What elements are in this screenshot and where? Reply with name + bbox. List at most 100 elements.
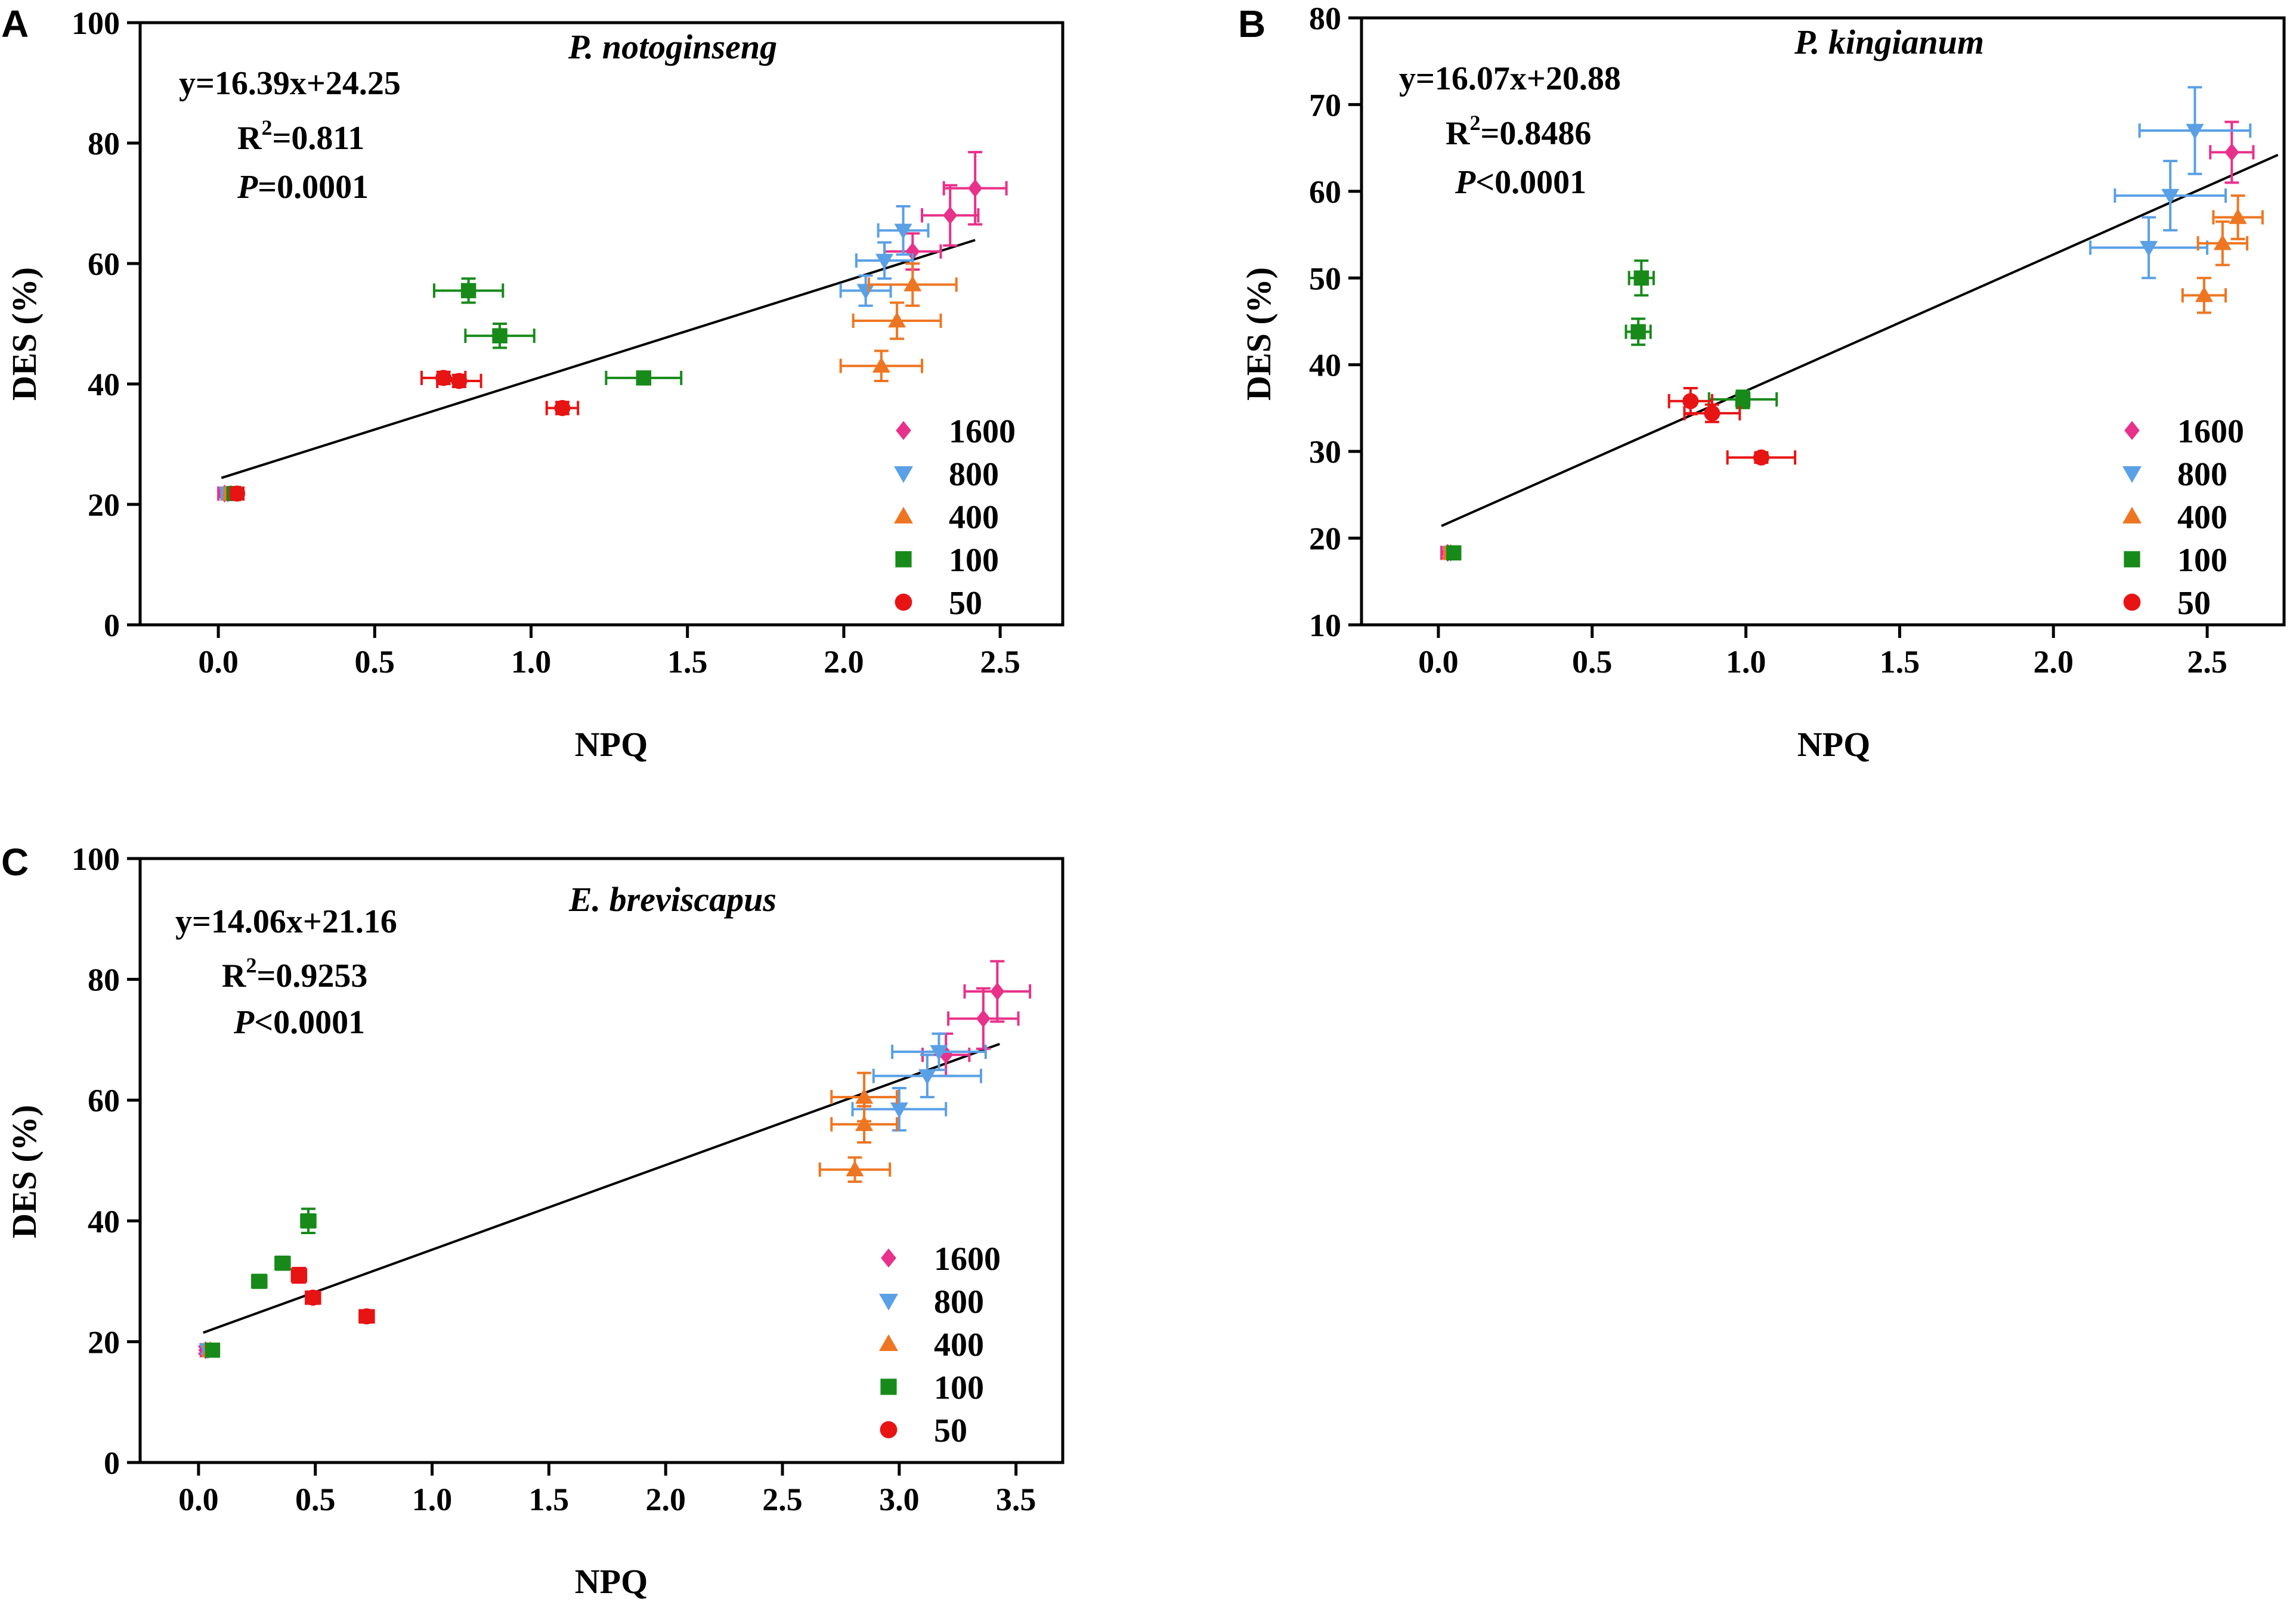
data-point-800	[890, 1102, 908, 1118]
panel-a-r2-value: =0.811	[272, 120, 364, 157]
data-point-800	[918, 1069, 936, 1085]
panel-c-ylabel: DES (%)	[5, 1105, 44, 1238]
panel-b-xlabel: NPQ	[1797, 725, 1870, 764]
panel-c-legend: 1600 800 400 100 50	[879, 1241, 1001, 1449]
data-point-400	[2195, 286, 2213, 302]
panel-b-series-400	[1441, 194, 2264, 560]
panel-a-plot: 0.0 0.5 1.0 1.5 2.0 2.5 0 20 40 60 80 100 1600 800 400…	[72, 5, 1065, 680]
data-point-100	[492, 328, 508, 343]
panel-b-series-800	[1441, 86, 2252, 562]
data-point-1600	[905, 242, 920, 261]
data-point-100	[1633, 270, 1650, 286]
panel-letter-b: B	[1238, 2, 1265, 45]
panel-b-ytick-label: 70	[1309, 87, 1341, 123]
panel-a-title: P. notoginseng	[568, 27, 777, 66]
data-point-100	[205, 1342, 221, 1358]
panel-a-xlabel: NPQ	[575, 725, 648, 764]
legend-label-400: 400	[2177, 499, 2227, 536]
panel-b-ytick-label: 80	[1309, 1, 1341, 36]
panel-a-series-400	[222, 262, 958, 501]
data-point-400	[855, 1088, 874, 1104]
panel-b-xtick-label: 2.5	[2187, 644, 2227, 680]
legend-marker-100	[2124, 551, 2140, 568]
data-point-400	[872, 357, 890, 373]
legend-label-100: 100	[934, 1369, 984, 1406]
panel-c-r2-sup: 2	[246, 953, 256, 977]
data-point-50	[1682, 393, 1699, 410]
panel-b-xtick-label: 0.5	[1572, 644, 1613, 680]
legend-marker-50	[895, 593, 912, 611]
data-point-1600	[976, 1009, 991, 1028]
panel-c-p: P<0.0001	[233, 1004, 365, 1041]
panel-b-plot: 0.0 0.5 1.0 1.5 2.0 2.5 10 20 30 40 50 60 70 80 1600 80…	[1309, 1, 2286, 680]
data-point-100	[251, 1274, 267, 1289]
panel-a-ytick-label: 80	[88, 126, 120, 162]
panel-c-r2-value: =0.9253	[256, 958, 367, 994]
panel-b-legend: 1600 800 400 100 50	[2122, 413, 2244, 622]
data-point-50	[358, 1308, 375, 1325]
panel-c-equation: y=14.06x+21.16	[175, 903, 397, 940]
panel-b-p: P<0.0001	[1455, 164, 1586, 201]
legend-label-800: 800	[934, 1284, 984, 1321]
legend-marker-400	[879, 1334, 898, 1351]
panel-letter-c: C	[1, 841, 29, 884]
panel-b: B P. kingianum y=16.07x+20.88 R2=0.8486 …	[1238, 2, 1984, 764]
panel-a-ytick-label: 60	[88, 246, 120, 282]
panel-c-xtick-label: 1.0	[412, 1482, 453, 1517]
panel-c-xtick-label: 3.0	[879, 1482, 920, 1517]
panel-b-xtick-label: 1.0	[1726, 644, 1766, 680]
panel-b-series-100	[1446, 259, 1778, 561]
data-point-50	[229, 485, 246, 502]
data-point-50	[305, 1289, 321, 1306]
data-point-1600	[943, 206, 958, 225]
panel-a-series-1600	[217, 151, 1008, 503]
panel-b-title: P. kingianum	[1794, 23, 1984, 61]
data-point-1600	[2224, 143, 2239, 162]
data-point-400	[846, 1160, 864, 1176]
panel-c-plot: 0.0 0.5 1.0 1.5 2.0 2.5 3.0 3.50204060801001600…	[72, 841, 1065, 1517]
panel-b-r2-value: =0.8486	[1480, 115, 1591, 152]
panel-c-series-400	[201, 1071, 898, 1358]
panel-c-xtick-label: 0.0	[178, 1482, 219, 1517]
panel-a-ylabel: DES (%)	[5, 267, 44, 401]
panel-b-equation: y=16.07x+20.88	[1399, 60, 1621, 97]
panel-a-xtick-label: 2.0	[824, 644, 864, 680]
panel-c-r2-label: R	[222, 958, 246, 994]
panel-c-plot-frame	[138, 857, 1065, 1464]
panel-letter-a: A	[1, 2, 29, 45]
legend-label-50: 50	[949, 585, 982, 622]
data-point-100	[1630, 324, 1646, 340]
panel-c-ytick-label: 100	[72, 841, 120, 877]
legend-label-100: 100	[2177, 542, 2227, 579]
panel-b-ylabel: DES (%)	[1239, 267, 1278, 401]
panel-b-plot-frame	[1360, 16, 2286, 627]
panel-b-r2-label: R	[1446, 115, 1470, 152]
panel-b-ytick-label: 30	[1309, 434, 1341, 470]
panel-b-xtick-label: 1.5	[1880, 644, 1920, 680]
panel-c-series-100	[205, 1207, 317, 1358]
panel-c-xtick-label: 0.5	[295, 1482, 336, 1517]
panel-b-ytick-label: 50	[1309, 261, 1341, 296]
legend-label-800: 800	[949, 456, 999, 493]
legend-marker-1600	[2124, 421, 2140, 440]
legend-marker-50	[880, 1421, 898, 1439]
panel-a-r2: R2=0.811	[237, 116, 364, 157]
legend-marker-800	[894, 466, 913, 483]
panel-c: C E. breviscapus y=14.06x+21.16 R2=0.925…	[1, 841, 776, 1601]
panel-c-series-800	[199, 1032, 987, 1359]
data-point-100	[636, 370, 652, 386]
data-point-400	[2229, 208, 2247, 224]
panel-a-p-value: =0.0001	[258, 169, 369, 206]
legend-marker-1600	[881, 1248, 896, 1268]
panel-c-xtick-label: 3.5	[996, 1482, 1036, 1517]
data-point-50	[554, 399, 571, 416]
panel-a-xtick-label: 1.5	[667, 644, 708, 680]
data-point-1600	[968, 179, 983, 197]
panel-a-ytick-label: 100	[72, 5, 120, 41]
legend-marker-400	[2122, 507, 2142, 523]
panel-c-p-value: <0.0001	[254, 1004, 365, 1041]
panel-c-series-50	[290, 1266, 375, 1325]
legend-marker-1600	[896, 421, 911, 440]
panel-a-r2-label: R	[237, 120, 262, 157]
